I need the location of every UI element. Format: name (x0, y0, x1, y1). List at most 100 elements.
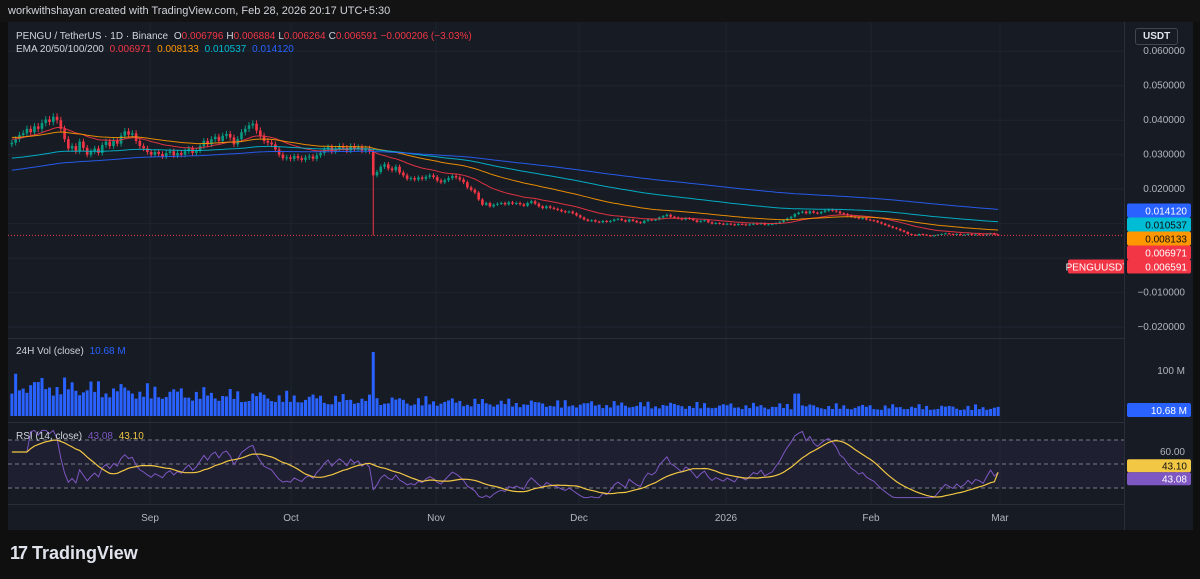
price-axis[interactable]: USDT 0.060000 0.050000 0.040000 0.030000 0.0… (1124, 22, 1193, 530)
tradingview-logo[interactable]: 17 TradingView (10, 543, 138, 564)
candle-body (880, 222, 883, 224)
candle-body (748, 224, 751, 226)
candle-body (349, 146, 352, 151)
volume-bar (992, 407, 996, 416)
volume-bar (906, 409, 910, 416)
volume-bar (921, 409, 925, 416)
volume-bar (307, 396, 311, 416)
chart-container[interactable]: Sep Oct Nov Dec 2026 Feb Mar PENGUUSDT PENGU / … (8, 22, 1193, 530)
volume-bar (398, 398, 402, 416)
candle-body (153, 151, 157, 155)
candle-body (161, 154, 164, 157)
candle-body (484, 202, 488, 205)
tradingview-logo-icon: 17 (10, 543, 28, 563)
volume-bar (800, 405, 804, 416)
volume-bar (590, 401, 594, 416)
candle-body (466, 182, 469, 188)
candle-body (642, 220, 646, 223)
volume-bar (782, 407, 786, 416)
candle-body (545, 206, 548, 209)
candle-body (669, 214, 672, 217)
candle-body (100, 145, 104, 153)
price-tick-label: 0.050000 (1143, 81, 1185, 92)
candle-body (782, 220, 785, 222)
volume-bar (951, 406, 955, 416)
candle-body (319, 152, 322, 156)
volume-bar (296, 402, 300, 416)
volume-bar (812, 405, 816, 416)
currency-button[interactable]: USDT (1135, 28, 1179, 45)
volume-bar (966, 405, 970, 416)
volume-value: 10.68 M (89, 346, 126, 357)
price-legend: PENGU / TetherUS · 1D · Binance O0.00679… (16, 30, 478, 43)
candle-body (959, 234, 962, 236)
volume-bar (766, 409, 771, 416)
candle-body (131, 133, 134, 135)
candle-body (59, 120, 63, 129)
price-axis-labels: 0.060000 0.050000 0.040000 0.030000 0.020000… (1127, 46, 1191, 486)
volume-bar (352, 403, 356, 416)
ohlc-item: O0.006796 (174, 31, 224, 42)
volume-bar (940, 405, 944, 416)
candle-body (763, 223, 767, 225)
volume-bar (465, 404, 469, 416)
volume-bar (608, 407, 612, 416)
volume-bar (439, 403, 443, 416)
candle-body (149, 151, 153, 155)
volume-bar (322, 402, 326, 416)
volume-bar (401, 399, 405, 416)
chart-plot[interactable]: Sep Oct Nov Dec 2026 Feb Mar PENGUUSDT (8, 22, 1124, 530)
candle-body (872, 220, 876, 222)
candle-body (571, 211, 575, 214)
pane-separator[interactable] (8, 338, 1192, 339)
volume-bar (413, 404, 417, 416)
volume-bar (533, 402, 537, 416)
candle-body (432, 175, 435, 178)
candle-body (895, 227, 898, 229)
candle-body (548, 206, 552, 208)
candle-body (650, 219, 654, 221)
ema100-value: 0.010537 (204, 44, 247, 55)
volume-bar (977, 409, 981, 416)
volume-bar (36, 381, 40, 416)
volume-bar (100, 397, 104, 416)
volume-bar (431, 401, 435, 416)
volume-bar (383, 403, 387, 416)
volume-bar (198, 398, 202, 416)
volume-bar (480, 398, 484, 416)
volume-bar (416, 398, 420, 416)
candle-body (947, 233, 951, 235)
candle-body (582, 217, 586, 220)
volume-bar (209, 392, 213, 416)
volume-bar (635, 405, 639, 416)
candle-body (804, 211, 808, 214)
candle-body (789, 216, 793, 219)
candle-body (722, 223, 725, 225)
candle-body (270, 142, 273, 145)
candle-body (232, 137, 236, 145)
volume-bar (142, 396, 146, 416)
volume-bar (334, 395, 338, 416)
volume-bar (303, 399, 307, 416)
volume-bar (981, 407, 985, 416)
volume-bar (582, 403, 586, 416)
volume-bar (424, 396, 428, 416)
candle-body (127, 131, 130, 135)
volume-bar (917, 404, 921, 416)
volume-bar (898, 407, 902, 416)
candle-body (221, 135, 224, 141)
candle-body (902, 230, 906, 232)
pane-separator[interactable] (8, 422, 1192, 423)
candle-body (375, 171, 379, 176)
candle-body (808, 211, 812, 214)
volume-bar (586, 403, 590, 416)
ohlc-value: −0.000206 (−3.03%) (380, 31, 472, 42)
candle-body (691, 218, 695, 221)
candle-body (849, 215, 853, 217)
candle-body (767, 224, 770, 226)
candle-body (556, 208, 560, 210)
volume-bar (943, 406, 947, 416)
candle-body (292, 156, 296, 159)
candle-body (36, 126, 40, 129)
volume-bar (910, 406, 914, 416)
